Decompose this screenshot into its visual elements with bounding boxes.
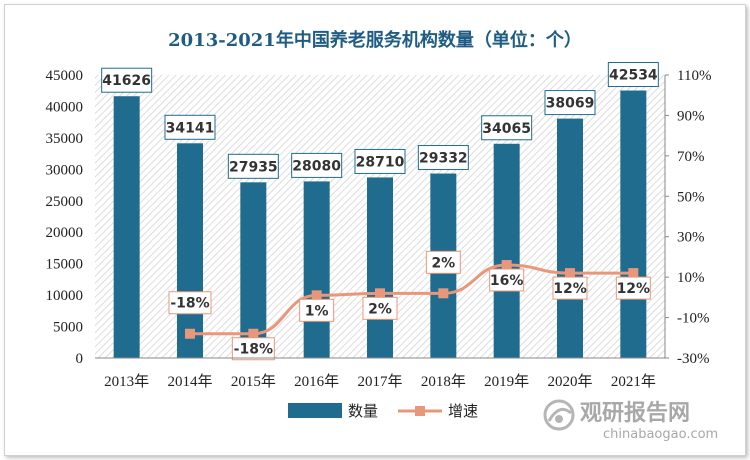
growth-label-box: [168, 291, 212, 315]
bar-data-label: 34065: [482, 121, 531, 137]
x-tick-label: 2018年: [421, 373, 466, 390]
legend-label-growth: 增速: [448, 402, 478, 420]
growth-point: [375, 288, 385, 299]
x-tick-label: 2021年: [611, 373, 656, 390]
legend-label-count: 数量: [348, 402, 378, 420]
y-left-tick-label: 15000: [46, 257, 84, 273]
y-axis-left: 0 5000 10000 15000 20000 25000 30000 35000 40000…: [46, 68, 84, 367]
bar-label-box: [544, 90, 596, 116]
y-left-tick-label: 25000: [46, 194, 84, 210]
growth-point: [501, 260, 512, 271]
bar: [240, 182, 267, 358]
bars-group: [113, 90, 647, 359]
bar-label-box: [164, 114, 216, 140]
legend: 数量 增速: [288, 402, 478, 420]
growth-line: [190, 263, 634, 336]
growth-label-box: [362, 296, 398, 320]
growth-data-label: -18%: [170, 296, 209, 312]
x-tick-label: 2017年: [357, 373, 402, 390]
growth-label-box: [299, 298, 335, 322]
data-labels-group: 41626 34141 27935 28080 28710 29332 34065 38069…: [101, 62, 659, 361]
bar: [620, 90, 647, 359]
bar-data-label: 29332: [419, 151, 468, 167]
growth-data-label: 2%: [431, 255, 455, 271]
growth-data-label: 12%: [617, 281, 651, 297]
y-left-tick-label: 5000: [53, 320, 83, 336]
growth-point: [311, 290, 322, 301]
bar-data-label: 38069: [546, 96, 595, 112]
growth-line-group: [185, 260, 639, 339]
bar-label-box: [417, 145, 469, 171]
watermark-cn: 观研报告网: [580, 401, 690, 426]
y-right-tick-label: 50%: [677, 189, 705, 205]
y-left-tick-label: 10000: [46, 288, 84, 304]
growth-point: [248, 328, 259, 339]
y-left-tick-label: 20000: [46, 225, 84, 241]
bar-data-label: 28710: [356, 154, 405, 170]
legend-marker-growth: [415, 406, 425, 416]
growth-data-label: 1%: [305, 303, 329, 319]
watermark-en: chinabaogao.com: [603, 427, 718, 442]
x-axis: 2013年 2014年 2015年 2016年 2017年 2018年 2019年 2020年…: [95, 357, 665, 390]
bar: [177, 143, 203, 358]
y-right-tick-label: 30%: [677, 230, 705, 246]
growth-data-label: 2%: [368, 301, 392, 317]
x-tick-label: 2016年: [294, 373, 339, 390]
y-right-tick-label: 110%: [677, 68, 711, 84]
x-tick-label: 2014年: [167, 373, 212, 390]
y-left-tick-label: 45000: [46, 68, 84, 84]
growth-point: [185, 328, 195, 339]
y-left-tick-label: 40000: [46, 99, 84, 115]
bar-data-label: 42534: [609, 68, 658, 84]
chart-title: 2013-2021年中国养老服务机构数量（单位：个）: [168, 29, 582, 51]
bar-label-box: [227, 153, 279, 179]
growth-label-box: [615, 276, 651, 300]
bar-label-box: [291, 152, 343, 178]
bar: [303, 181, 330, 358]
x-tick-label: 2020年: [547, 373, 592, 390]
x-tick-label: 2013年: [104, 373, 149, 390]
x-tick-label: 2019年: [484, 373, 529, 390]
bar-label-box: [607, 62, 659, 88]
y-right-tick-label: 10%: [677, 270, 705, 286]
bar: [557, 118, 583, 358]
growth-point: [628, 268, 639, 279]
growth-point: [438, 288, 449, 299]
y-right-tick-label: -30%: [677, 351, 710, 367]
bar-label-box: [354, 148, 406, 174]
y-right-tick-label: -10%: [677, 311, 710, 327]
growth-data-label: -18%: [234, 342, 273, 358]
y-axis-right: -30% -10% 10% 30% 50% 70% 90% 110%: [664, 68, 711, 367]
growth-label-box: [231, 337, 275, 361]
y-left-tick-label: 30000: [46, 162, 84, 178]
bar-data-label: 34141: [166, 120, 215, 136]
growth-label-box: [425, 250, 461, 274]
y-left-tick-label: 35000: [46, 131, 84, 147]
legend-swatch-count: [288, 403, 342, 418]
growth-label-box: [552, 276, 588, 300]
y-right-tick-label: 70%: [677, 149, 705, 165]
bar-data-label: 27935: [229, 159, 278, 175]
growth-data-label: 12%: [553, 281, 587, 297]
bar: [113, 96, 140, 358]
watermark-logo-icon: [543, 399, 575, 431]
growth-data-label: 16%: [490, 273, 524, 289]
y-left-tick-label: 0: [76, 351, 84, 367]
watermark: 观研报告网 chinabaogao.com: [543, 399, 718, 442]
bar: [493, 143, 520, 358]
chart-svg: 2013-2021年中国养老服务机构数量（单位：个） 41626 34141 279…: [46, 29, 719, 442]
growth-point: [565, 268, 575, 279]
y-right-tick-label: 90%: [677, 108, 705, 124]
bar: [367, 177, 393, 358]
bar-data-label: 28080: [292, 158, 341, 174]
growth-label-box: [489, 268, 525, 292]
bar-label-box: [481, 115, 533, 141]
bar-data-label: 41626: [102, 73, 151, 89]
chart-frame: 2013-2021年中国养老服务机构数量（单位：个） 41626 34141 279…: [4, 4, 746, 456]
bar-label-box: [101, 67, 153, 93]
x-tick-label: 2015年: [231, 373, 276, 390]
